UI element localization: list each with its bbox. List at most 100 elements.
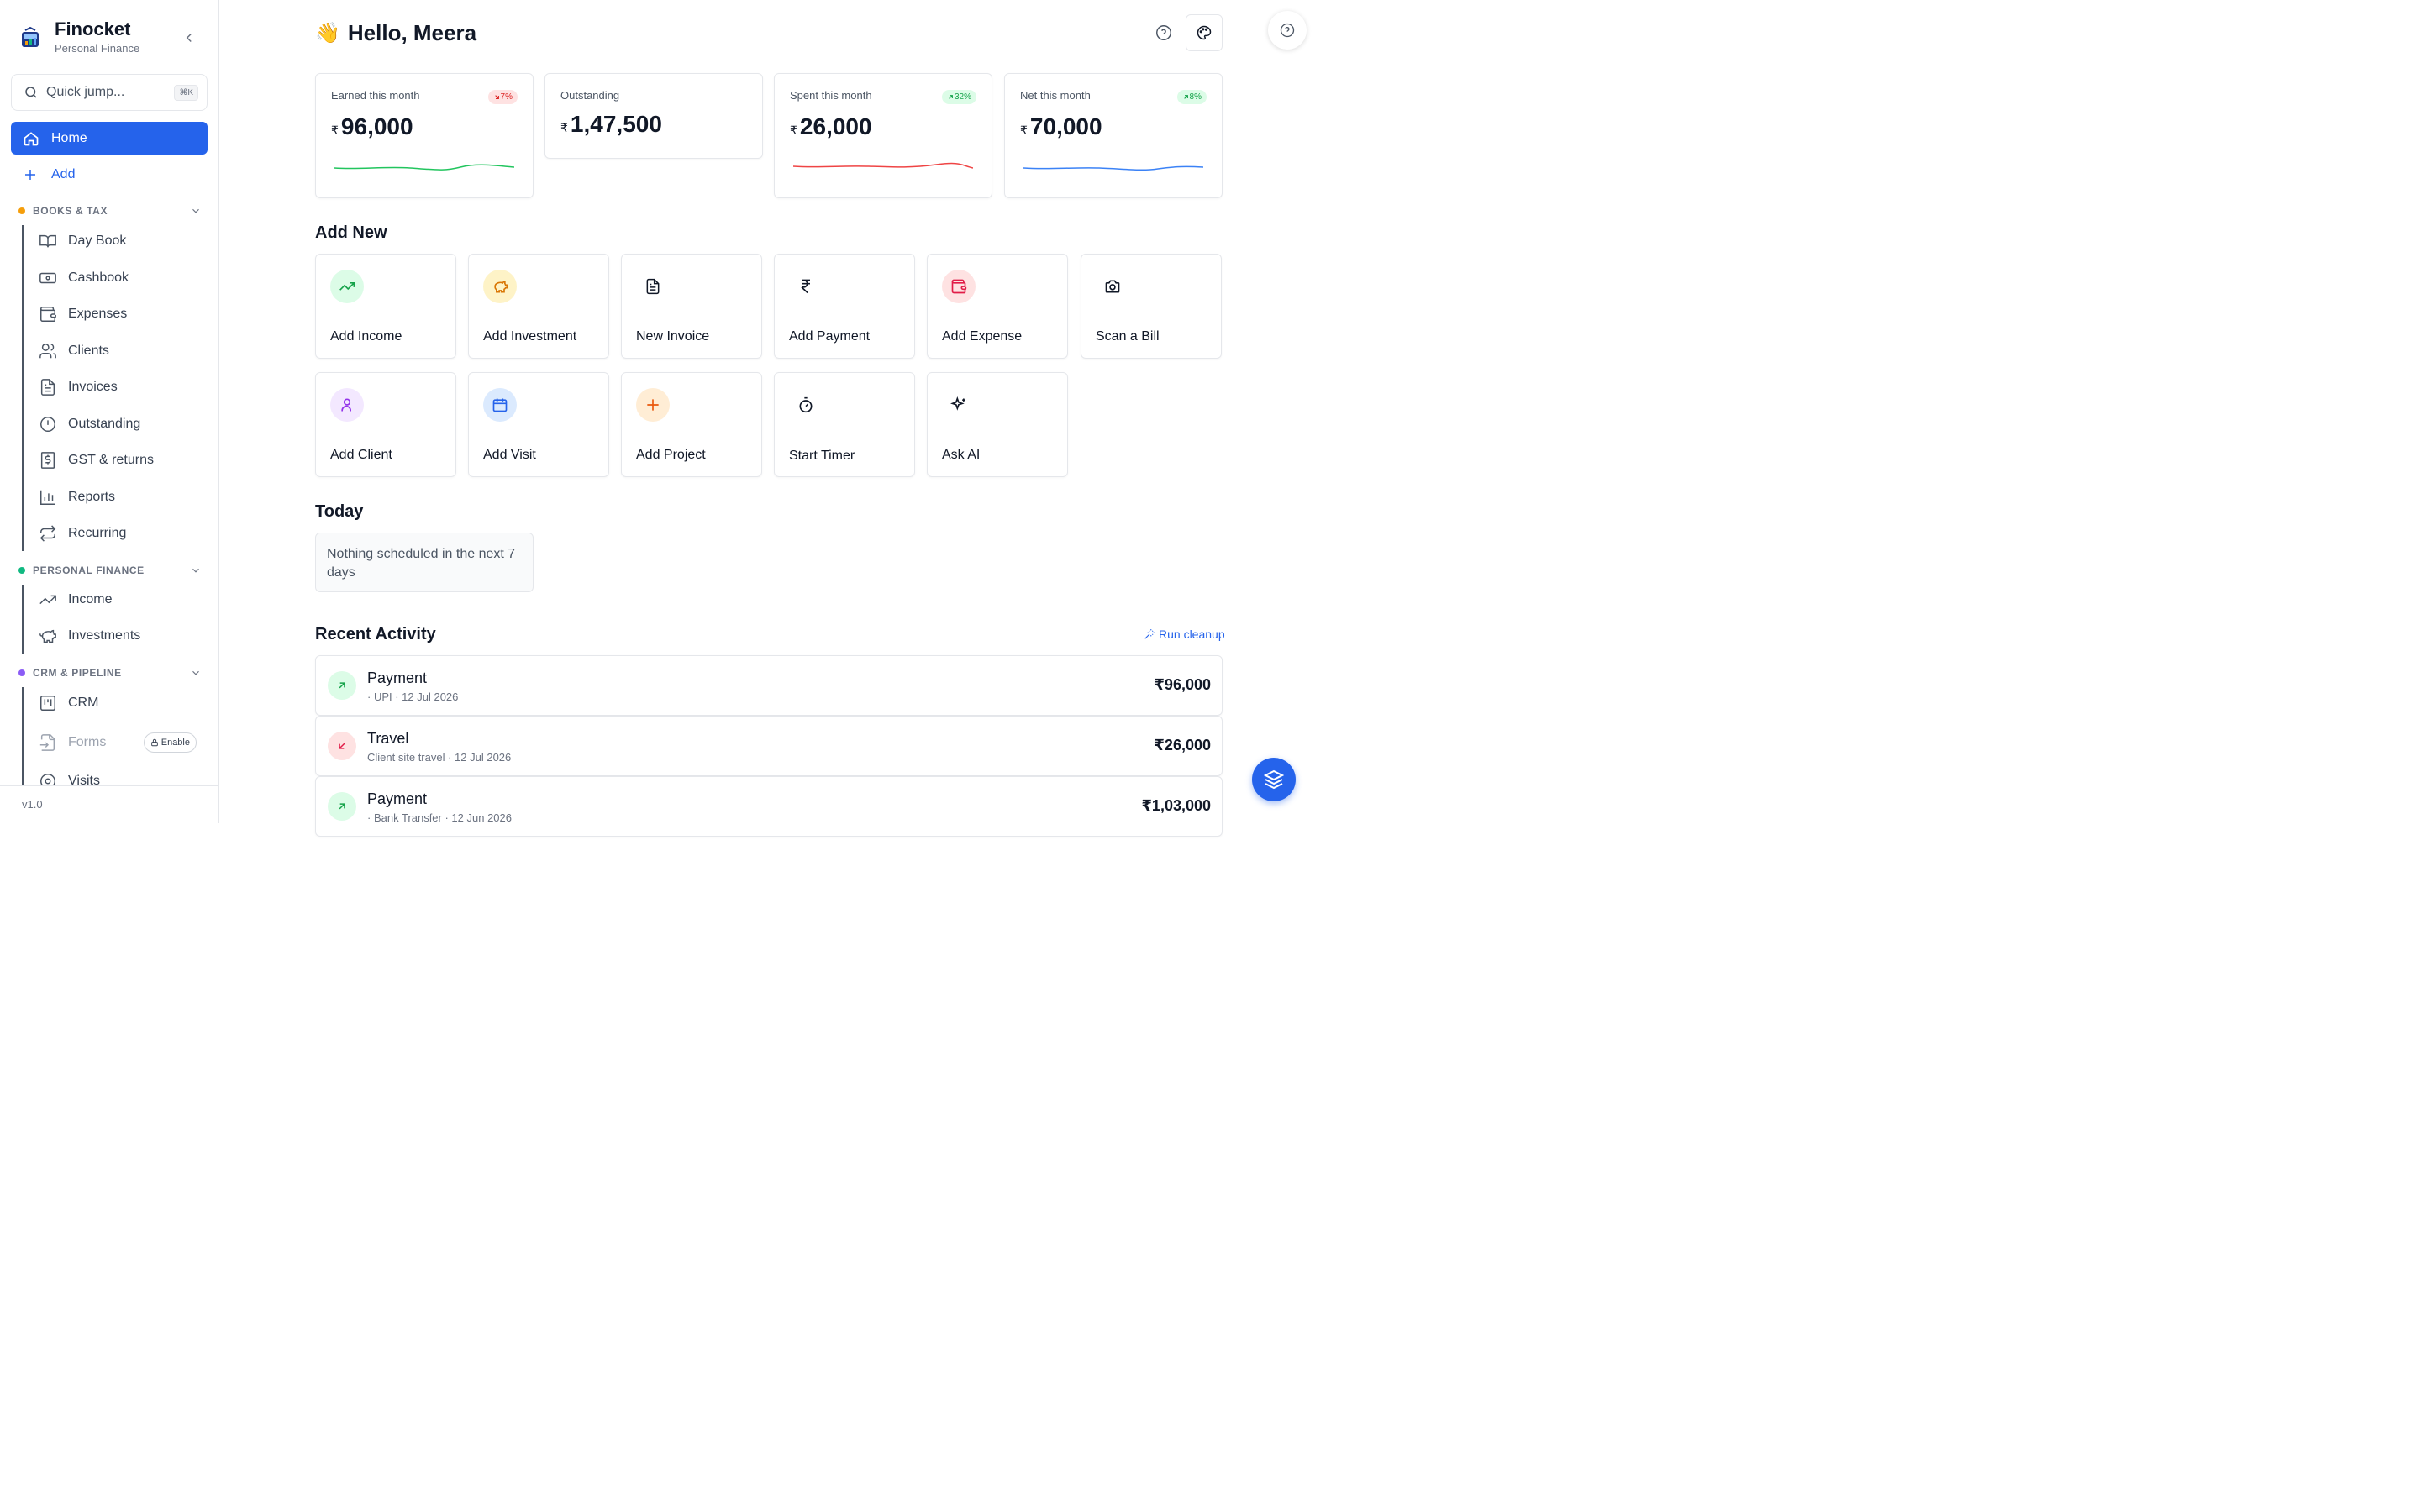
section-dot (18, 207, 25, 214)
piggy-bank-icon (39, 629, 56, 643)
plus-icon (25, 170, 35, 180)
section-label: BOOKS & TAX (33, 205, 108, 217)
sidebar-item-expenses[interactable]: Expenses (39, 299, 207, 329)
stat-label: Spent this month (790, 89, 872, 102)
stat-label: Earned this month (331, 89, 420, 102)
section-books-tax[interactable]: BOOKS & TAX (18, 203, 202, 218)
stat-card-earned[interactable]: Earned this month 7% ₹96,000 (315, 73, 534, 198)
sidebar-item-day-book[interactable]: Day Book (39, 226, 207, 256)
sidebar-item-cashbook[interactable]: Cashbook (39, 263, 207, 293)
sidebar-item-crm[interactable]: CRM (39, 688, 207, 718)
tile-new-invoice[interactable]: New Invoice (621, 254, 762, 359)
timer-icon (799, 396, 813, 413)
trend-value: 8% (1189, 92, 1202, 102)
sidebar-item-label: Income (68, 592, 113, 606)
sidebar-item-investments[interactable]: Investments (39, 621, 207, 651)
piggy-bank-icon (494, 281, 508, 293)
brand-name: Finocket (55, 18, 131, 39)
stat-value: 1,47,500 (570, 111, 662, 137)
chevron-down-icon (192, 208, 199, 213)
help-button[interactable] (1155, 24, 1173, 42)
stat-card-outstanding[interactable]: Outstanding ₹1,47,500 (544, 73, 763, 159)
section-line (22, 687, 24, 786)
wallet-icon (951, 279, 967, 294)
section-crm-pipeline[interactable]: CRM & PIPELINE (18, 665, 202, 680)
tile-start-timer[interactable]: Start Timer (774, 372, 915, 477)
trend-value: 7% (500, 92, 513, 102)
camera-icon (1105, 280, 1120, 293)
tile-add-expense[interactable]: Add Expense (927, 254, 1068, 359)
lock-icon (150, 738, 158, 747)
sidebar-item-invoices[interactable]: Invoices (39, 372, 207, 402)
tile-ask-ai[interactable]: Ask AI (927, 372, 1068, 477)
section-personal-finance[interactable]: PERSONAL FINANCE (18, 563, 202, 578)
repeat-icon (39, 525, 56, 542)
sidebar-item-outstanding[interactable]: Outstanding (39, 409, 207, 439)
brand: Finocket Personal Finance (18, 18, 139, 56)
tile-label: Add Expense (942, 329, 1023, 344)
theme-button[interactable] (1186, 14, 1223, 51)
sidebar-item-label: Recurring (68, 526, 127, 540)
stat-card-spent[interactable]: Spent this month 32% ₹26,000 (774, 73, 992, 198)
sidebar-item-label: Day Book (68, 234, 127, 248)
rupee-icon (801, 279, 810, 294)
brand-subtitle: Personal Finance (55, 42, 140, 55)
arrow-down-right-icon (494, 95, 499, 99)
quick-jump-placeholder: Quick jump... (46, 85, 125, 99)
collapse-sidebar-button[interactable] (182, 30, 197, 45)
run-cleanup-button[interactable]: Run cleanup (1144, 627, 1225, 641)
currency-symbol: ₹ (790, 123, 797, 137)
trend-badge: 32% (941, 90, 976, 104)
activity-row[interactable]: Payment · Bank Transfer · 12 Jun 2026 ₹1… (315, 776, 1223, 837)
sidebar-item-label: Invoices (68, 380, 118, 394)
activity-title: Payment (367, 790, 428, 807)
sidebar-item-reports[interactable]: Reports (39, 482, 207, 512)
sidebar-item-gst-returns[interactable]: GST & returns (39, 445, 207, 475)
tile-add-payment[interactable]: Add Payment (774, 254, 915, 359)
tile-add-visit[interactable]: Add Visit (468, 372, 609, 477)
sidebar-item-clients[interactable]: Clients (39, 336, 207, 366)
search-icon (25, 87, 37, 98)
enable-forms-button[interactable]: Enable (143, 732, 197, 753)
trend-value: 32% (954, 92, 971, 102)
sidebar-item-forms[interactable]: Forms Enable (39, 727, 207, 758)
tile-scan-bill[interactable]: Scan a Bill (1081, 254, 1222, 359)
book-open-icon (39, 234, 56, 248)
sidebar-item-income[interactable]: Income (39, 585, 207, 615)
help-circle-icon (1156, 25, 1171, 40)
sidebar-item-recurring[interactable]: Recurring (39, 518, 207, 549)
enable-label: Enable (160, 738, 190, 748)
today-heading: Today (315, 502, 364, 521)
sparkline (793, 162, 973, 169)
tile-add-client[interactable]: Add Client (315, 372, 456, 477)
user-icon (341, 398, 351, 412)
trend-badge: 8% (1176, 90, 1207, 104)
currency-symbol: ₹ (560, 121, 568, 134)
tile-add-project[interactable]: Add Project (621, 372, 762, 477)
floating-help-button[interactable] (1268, 11, 1307, 50)
add-new-heading: Add New (315, 223, 387, 242)
activity-row[interactable]: Travel Client site travel · 12 Jul 2026 … (315, 716, 1223, 776)
sidebar-item-label: Cashbook (68, 270, 129, 285)
tile-label: Add Investment (483, 329, 577, 344)
page-title: 👋 Hello, Meera (315, 20, 476, 46)
activity-row[interactable]: Payment · UPI · 12 Jul 2026 ₹96,000 (315, 655, 1223, 716)
stat-value: 96,000 (340, 113, 413, 139)
tile-add-income[interactable]: Add Income (315, 254, 456, 359)
activity-title: Payment (367, 669, 428, 686)
nav-home[interactable]: Home (11, 122, 208, 155)
quick-jump-input[interactable]: Quick jump... ⌘K (11, 74, 208, 111)
layers-fab-button[interactable] (1252, 758, 1296, 801)
file-input-icon (39, 734, 55, 751)
tile-add-investment[interactable]: Add Investment (468, 254, 609, 359)
wand-icon (1144, 629, 1155, 639)
tile-label: Add Project (636, 448, 706, 462)
nav-add[interactable]: Add (11, 160, 208, 190)
stat-card-net[interactable]: Net this month 8% ₹70,000 (1004, 73, 1223, 198)
section-line (22, 585, 24, 654)
tile-label: Add Income (330, 329, 402, 344)
kanban-icon (40, 696, 55, 711)
run-cleanup-label: Run cleanup (1159, 627, 1225, 641)
tile-label: Ask AI (942, 448, 981, 462)
sidebar-item-label: Clients (68, 344, 109, 358)
